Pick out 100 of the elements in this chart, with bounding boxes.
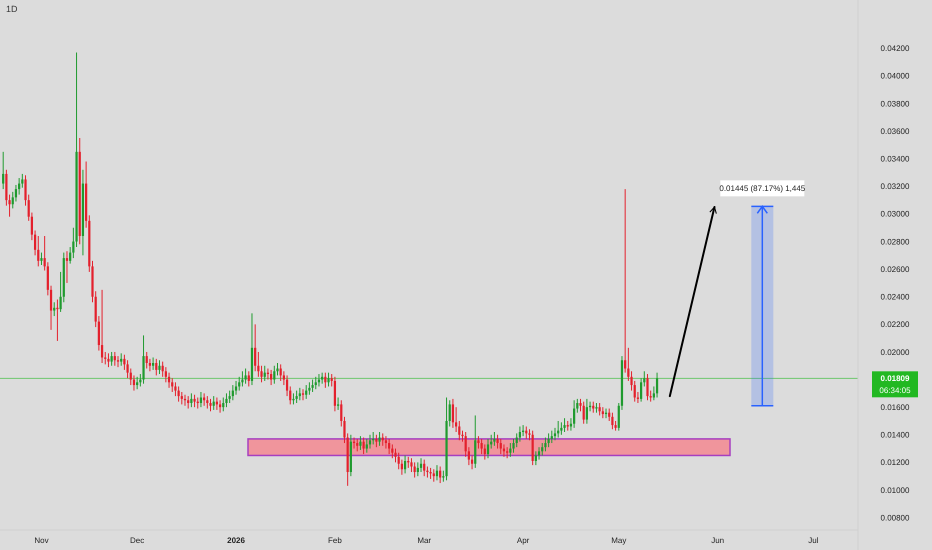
candlestick	[152, 356, 154, 370]
candlestick	[40, 252, 43, 266]
candlestick	[400, 459, 404, 476]
candlestick	[280, 364, 282, 382]
candlestick	[155, 358, 158, 376]
candlestick	[598, 402, 601, 416]
candlestick	[426, 466, 429, 478]
candlestick	[534, 450, 537, 466]
candlestick	[206, 396, 208, 410]
candlestick	[216, 397, 218, 410]
candlestick	[116, 356, 120, 368]
candlestick	[480, 438, 483, 455]
x-tick-label: Apr	[516, 536, 530, 545]
y-tick-label: 0.03400	[880, 154, 910, 164]
candlestick	[100, 289, 104, 364]
y-tick-label: 0.02800	[880, 237, 910, 246]
candlestick	[209, 398, 212, 412]
x-tick-label: Jun	[711, 536, 724, 545]
text: 06:34:05	[879, 386, 912, 396]
candlestick	[586, 398, 588, 424]
candlestick	[500, 438, 502, 455]
candlestick	[292, 392, 295, 405]
candlestick	[270, 369, 272, 386]
candlestick	[298, 387, 301, 401]
y-tick-label: 0.02200	[880, 320, 910, 330]
chart-title: 1D	[6, 4, 18, 14]
candlestick	[110, 351, 113, 366]
y-tick-label: 0.03800	[880, 99, 910, 108]
candlestick	[372, 432, 374, 445]
candlestick	[439, 466, 442, 484]
candlestick	[452, 398, 454, 428]
y-tick-label: 0.03000	[880, 210, 910, 219]
ref-line-label: 0.01809	[880, 374, 910, 384]
candlestick	[336, 397, 340, 410]
candlestick	[212, 396, 215, 410]
candlestick	[474, 414, 476, 468]
candlestick	[557, 420, 560, 438]
candlestick	[196, 397, 199, 410]
candlestick	[407, 456, 410, 468]
y-tick-label: 0.04000	[880, 72, 910, 81]
candlestick	[273, 365, 276, 384]
y-tick-label: 0.03600	[880, 126, 910, 136]
candlestick	[582, 401, 585, 424]
candlestick	[318, 374, 320, 387]
candlestick	[509, 442, 512, 458]
candlestick	[362, 437, 365, 455]
candlestick	[148, 358, 152, 372]
candlestick	[66, 250, 68, 284]
candlestick	[646, 374, 649, 401]
candlestick	[414, 462, 416, 478]
candlestick	[595, 402, 598, 414]
candlestick	[2, 151, 4, 190]
candlestick	[203, 392, 206, 406]
y-tick-label: 0.02600	[880, 264, 910, 274]
x-tick-label: Mar	[417, 536, 432, 545]
y-tick-label: 0.01200	[880, 458, 910, 468]
candlestick	[120, 352, 122, 366]
annotation: 0.01445 (87.17%) 1,445	[719, 184, 806, 194]
candlestick	[436, 464, 438, 481]
candlestick	[656, 372, 658, 398]
y-tick-label: 0.02000	[880, 348, 910, 357]
y-tick-label: 0.01400	[880, 430, 910, 440]
y-tick-label: 0.03200	[880, 182, 910, 192]
candlestick	[602, 406, 604, 419]
x-tick-label: Dec	[130, 536, 144, 545]
candlestick	[321, 372, 324, 384]
candlestick	[314, 376, 317, 390]
candlestick	[356, 438, 358, 452]
y-tick-label: 0.02400	[880, 292, 910, 302]
candlestick	[352, 437, 356, 450]
candlestick	[200, 391, 202, 408]
candlestick	[178, 386, 180, 402]
candlestick	[187, 396, 190, 410]
candlestick	[518, 426, 522, 442]
candlestick	[305, 384, 308, 400]
candlestick	[184, 394, 186, 406]
candlestick	[248, 370, 250, 387]
candlestick	[327, 372, 330, 387]
candlestick	[296, 390, 298, 404]
candlestick	[53, 302, 56, 317]
candlestick	[550, 430, 553, 444]
candlestick	[604, 408, 608, 419]
candlestick	[382, 432, 384, 446]
candlestick	[136, 376, 138, 390]
candlestick	[404, 454, 406, 474]
y-tick-label: 0.04200	[880, 44, 910, 54]
candlestick	[311, 379, 314, 392]
candlestick	[525, 426, 528, 440]
candlestick	[142, 334, 145, 384]
candlestick	[423, 459, 426, 477]
x-tick-label: Jul	[808, 536, 819, 545]
candlestick	[359, 436, 362, 450]
candlestick	[324, 372, 326, 388]
candlestick	[366, 438, 368, 454]
candlestick	[563, 418, 566, 433]
candlestick	[566, 420, 569, 432]
candlestick	[416, 462, 419, 477]
candlestick	[241, 370, 244, 387]
candlestick	[432, 468, 435, 482]
candlestick	[146, 351, 148, 370]
